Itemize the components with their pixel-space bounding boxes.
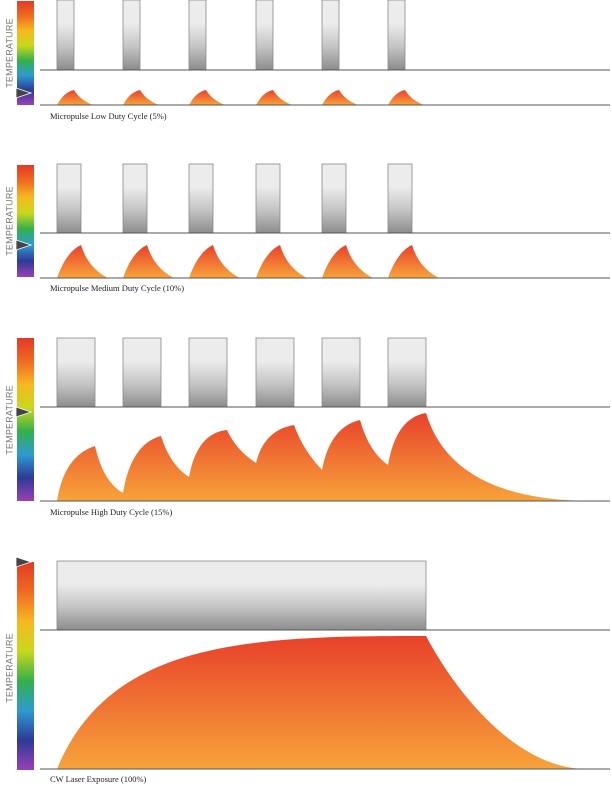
temperature-spectrum-bar	[17, 165, 34, 277]
laser-pulse	[387, 0, 406, 71]
temperature-marker-triangle	[15, 556, 33, 568]
pulse-train	[56, 560, 427, 631]
heat-spike	[256, 245, 307, 278]
panel-low-duty: TEMPERATURE Micropulse Low Duty Cycle (5…	[4, 0, 610, 121]
laser-pulse	[56, 0, 75, 71]
laser-pulse	[56, 560, 427, 631]
heat-spike	[322, 90, 358, 105]
heat-spike	[57, 245, 108, 278]
panel-caption: CW Laser Exposure (100%)	[50, 774, 147, 784]
temperature-axis-label: TEMPERATURE	[4, 633, 14, 703]
panel-cw-exposure: TEMPERATURE CW Laser Exposure (100%)	[4, 556, 610, 784]
temperature-axis-label: TEMPERATURE	[4, 385, 14, 455]
heat-spike	[123, 245, 174, 278]
panel-caption: Micropulse Medium Duty Cycle (10%)	[50, 283, 184, 293]
laser-pulse	[255, 0, 274, 71]
heat-spike	[57, 90, 93, 105]
laser-pulse	[122, 163, 148, 234]
panel-caption: Micropulse High Duty Cycle (15%)	[50, 507, 172, 517]
temperature-curve	[57, 90, 424, 105]
temperature-spectrum-bar	[17, 1, 34, 105]
laser-pulse	[321, 337, 361, 408]
heat-spike	[388, 245, 439, 278]
laser-pulse	[188, 0, 207, 71]
temperature-curve	[57, 413, 590, 501]
panel-medium-duty: TEMPERATURE Micropulse Medium Duty Cycle…	[4, 163, 610, 293]
temperature-scale: TEMPERATURE	[4, 165, 34, 277]
pulse-train	[56, 337, 427, 408]
temperature-axis-label: TEMPERATURE	[4, 18, 14, 88]
laser-pulse	[255, 163, 281, 234]
temperature-spectrum-bar	[17, 338, 34, 501]
laser-pulse	[56, 163, 82, 234]
heat-spike	[388, 90, 424, 105]
temperature-scale: TEMPERATURE	[4, 1, 34, 105]
pulse-train	[56, 163, 413, 234]
panel-caption: Micropulse Low Duty Cycle (5%)	[50, 111, 167, 121]
temperature-marker-triangle	[15, 87, 33, 99]
heat-spike	[189, 90, 225, 105]
laser-pulse	[188, 163, 214, 234]
pulse-train	[56, 0, 406, 71]
temperature-marker-triangle	[15, 406, 33, 418]
laser-pulse	[321, 0, 340, 71]
heat-spike	[256, 90, 292, 105]
laser-pulse	[387, 163, 413, 234]
heat-spike	[189, 245, 240, 278]
temperature-scale: TEMPERATURE	[4, 556, 34, 770]
panel-high-duty: TEMPERATURE Micropulse High Duty Cycle (…	[4, 337, 610, 517]
laser-pulse	[122, 0, 141, 71]
temperature-spectrum-bar	[17, 562, 34, 770]
heat-spike	[322, 245, 373, 278]
laser-pulse	[255, 337, 295, 408]
laser-pulse	[56, 337, 96, 408]
temperature-scale: TEMPERATURE	[4, 338, 34, 501]
laser-pulse	[387, 337, 427, 408]
laser-pulse	[122, 337, 162, 408]
heat-spike	[123, 90, 159, 105]
laser-pulse	[321, 163, 347, 234]
temperature-curve	[57, 245, 439, 278]
temperature-curve	[57, 636, 585, 769]
laser-pulse	[188, 337, 228, 408]
temperature-axis-label: TEMPERATURE	[4, 186, 14, 256]
temperature-marker-triangle	[15, 239, 33, 251]
